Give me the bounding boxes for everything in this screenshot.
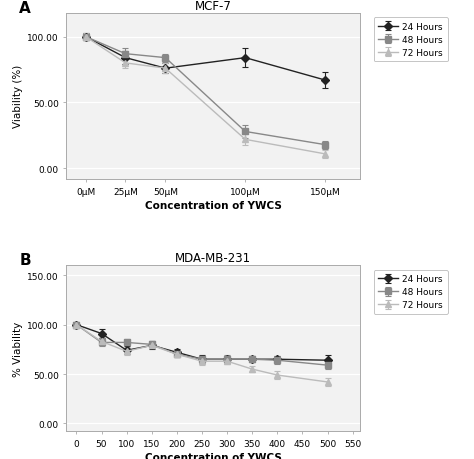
X-axis label: Concentration of YWCS: Concentration of YWCS bbox=[145, 452, 282, 459]
Legend: 24 Hours, 48 Hours, 72 Hours: 24 Hours, 48 Hours, 72 Hours bbox=[374, 18, 447, 62]
Title: MCF-7: MCF-7 bbox=[195, 0, 232, 12]
Y-axis label: % Viability: % Viability bbox=[13, 321, 23, 376]
Text: A: A bbox=[19, 0, 31, 16]
Legend: 24 Hours, 48 Hours, 72 Hours: 24 Hours, 48 Hours, 72 Hours bbox=[374, 270, 447, 314]
X-axis label: Concentration of YWCS: Concentration of YWCS bbox=[145, 200, 282, 210]
Title: MDA-MB-231: MDA-MB-231 bbox=[175, 252, 251, 264]
Y-axis label: Viability (%): Viability (%) bbox=[13, 65, 23, 128]
Text: B: B bbox=[19, 252, 31, 268]
